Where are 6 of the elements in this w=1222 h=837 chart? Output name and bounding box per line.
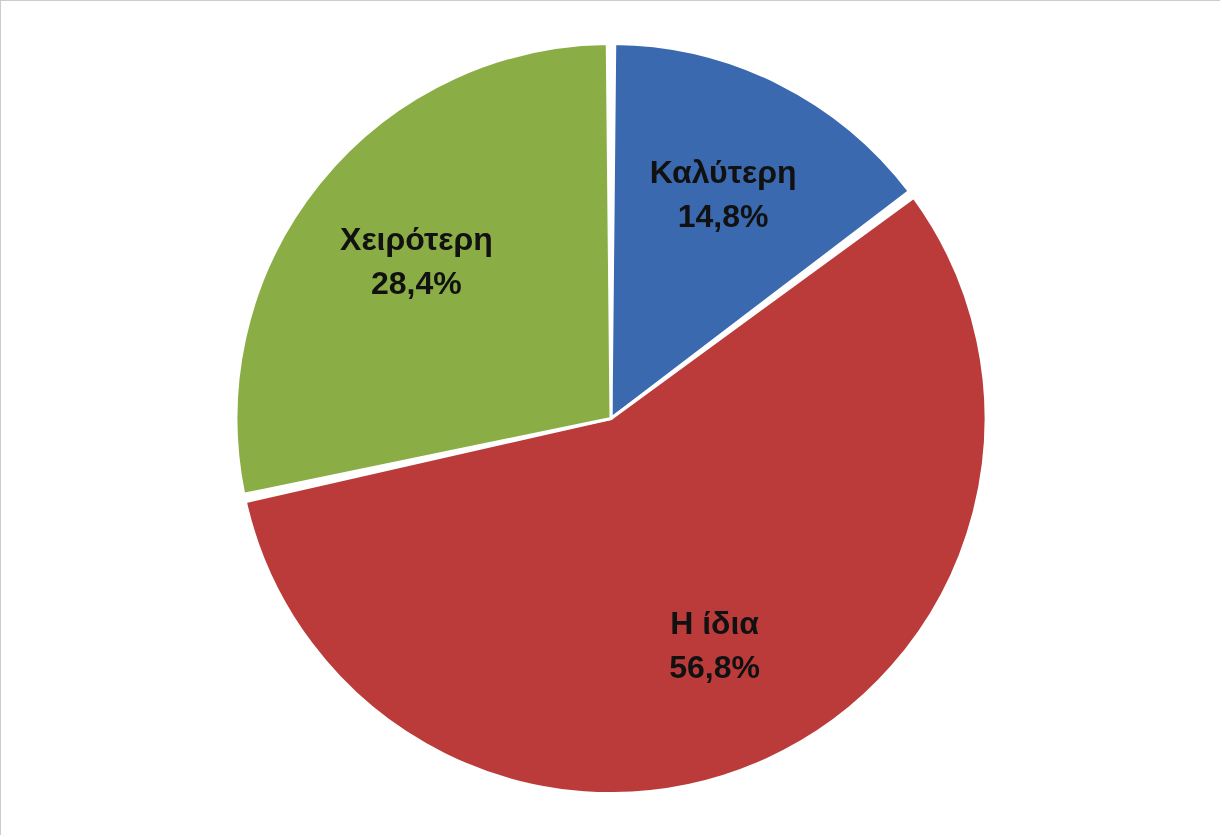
data-label: 14,8% — [677, 198, 769, 235]
slice-label: Η ίδια — [670, 605, 760, 642]
slice-label: Καλύτερη — [649, 154, 797, 191]
data-label: 28,4% — [371, 264, 462, 301]
data-label: 56,8% — [669, 649, 760, 686]
slice-label: Χειρότερη — [340, 220, 493, 257]
